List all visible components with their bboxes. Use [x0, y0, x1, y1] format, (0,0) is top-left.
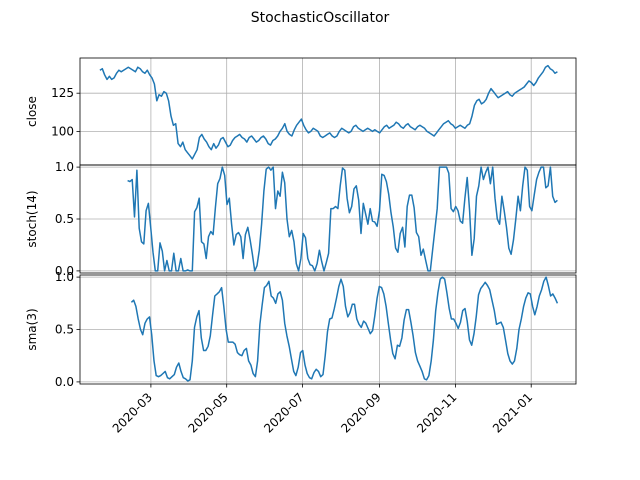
- y-tick-label: 125: [51, 86, 74, 100]
- y-tick-label: 0.5: [55, 212, 74, 226]
- y-axis-label: sma(3): [25, 308, 39, 350]
- series-line-close: [99, 64, 558, 160]
- y-tick-label: 0.0: [55, 375, 74, 389]
- chart-title: StochasticOscillator: [251, 10, 390, 26]
- y-tick-label: 1.0: [55, 160, 74, 174]
- panel-frame: [79, 164, 577, 274]
- panel-1: 100 125 close: [25, 57, 577, 166]
- y-axis-label: close: [25, 96, 39, 127]
- series-line-sma(3): [130, 276, 559, 382]
- panel-frame: [79, 274, 577, 385]
- panel-2: 0.0 0.5 1.0 stoch(14): [25, 160, 577, 278]
- y-tick-label: 0.5: [55, 323, 74, 337]
- y-tick-label: 100: [51, 124, 74, 138]
- chart-panels: 100 125 close 0.0 0.5 1.0 stoch(14) 0.0 0.5 1.0 sm…: [25, 57, 577, 389]
- y-axis-label: stoch(14): [25, 190, 39, 247]
- panel-3: 0.0 0.5 1.0 sma(3): [25, 270, 577, 389]
- y-tick-label: 0.0: [55, 264, 74, 278]
- y-tick-label: 1.0: [55, 270, 74, 284]
- series-line-stoch(14): [127, 166, 558, 272]
